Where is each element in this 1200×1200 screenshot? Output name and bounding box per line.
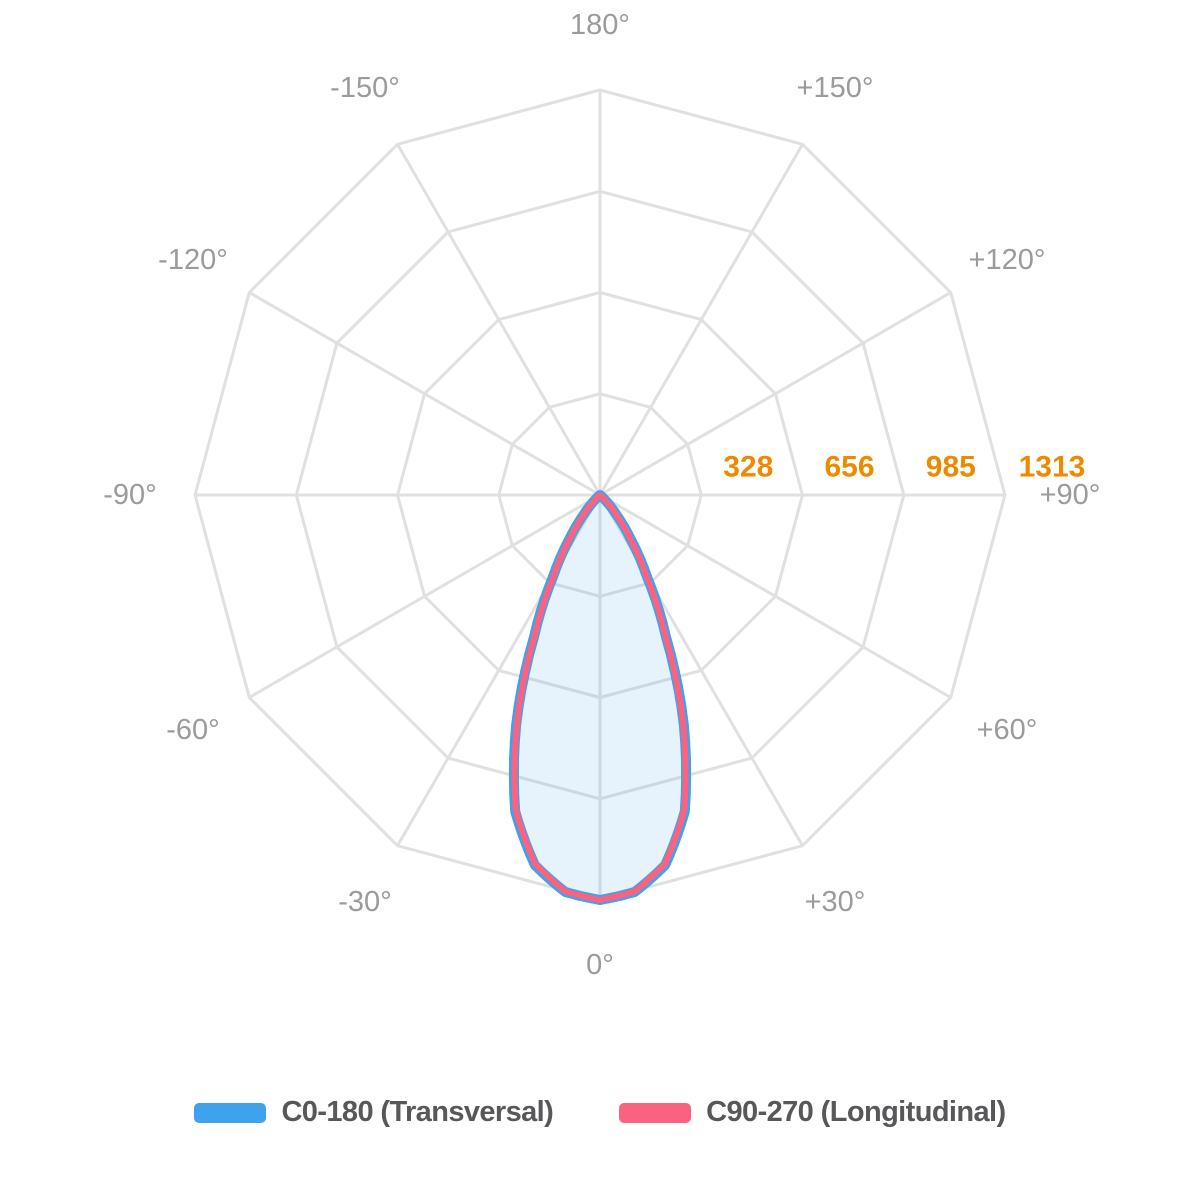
angle-label: -150° (330, 72, 400, 104)
beam-lobe-fill (513, 495, 687, 900)
angle-label: 180° (570, 9, 630, 41)
legend: C0-180 (Transversal) C90-270 (Longitudin… (0, 1096, 1200, 1129)
grid-spoke (248, 291, 601, 497)
angle-label: +60° (977, 714, 1038, 746)
legend-item-c90-270[interactable]: C90-270 (Longitudinal) (619, 1096, 1006, 1129)
radial-tick-label: 985 (926, 451, 976, 484)
legend-label-c90-270: C90-270 (Longitudinal) (706, 1096, 1006, 1128)
legend-label-c0-180: C0-180 (Transversal) (281, 1096, 554, 1128)
grid-spoke (248, 493, 601, 699)
radial-tick-label: 656 (824, 451, 874, 484)
angle-label: 0° (586, 949, 614, 981)
angle-label: -60° (166, 714, 220, 746)
angle-label: -90° (103, 479, 157, 511)
angle-label: +150° (797, 72, 874, 104)
angle-label: -120° (158, 244, 228, 276)
grid-spoke (599, 493, 952, 699)
legend-swatch-c0-180-icon (194, 1102, 267, 1123)
radial-tick-label: 1313 (1019, 451, 1086, 484)
grid-spoke (598, 143, 804, 496)
angle-label: +90° (1040, 479, 1101, 511)
legend-item-c0-180[interactable]: C0-180 (Transversal) (194, 1096, 554, 1129)
angle-label: +120° (969, 244, 1046, 276)
series-curve-c90-270 (511, 492, 689, 903)
radial-tick-label: 328 (723, 451, 773, 484)
legend-swatch-c90-270-icon (619, 1102, 692, 1123)
angle-label: -30° (338, 886, 392, 918)
angle-label: +30° (805, 886, 866, 918)
grid-spoke (396, 143, 602, 496)
grid-spoke (599, 291, 952, 497)
